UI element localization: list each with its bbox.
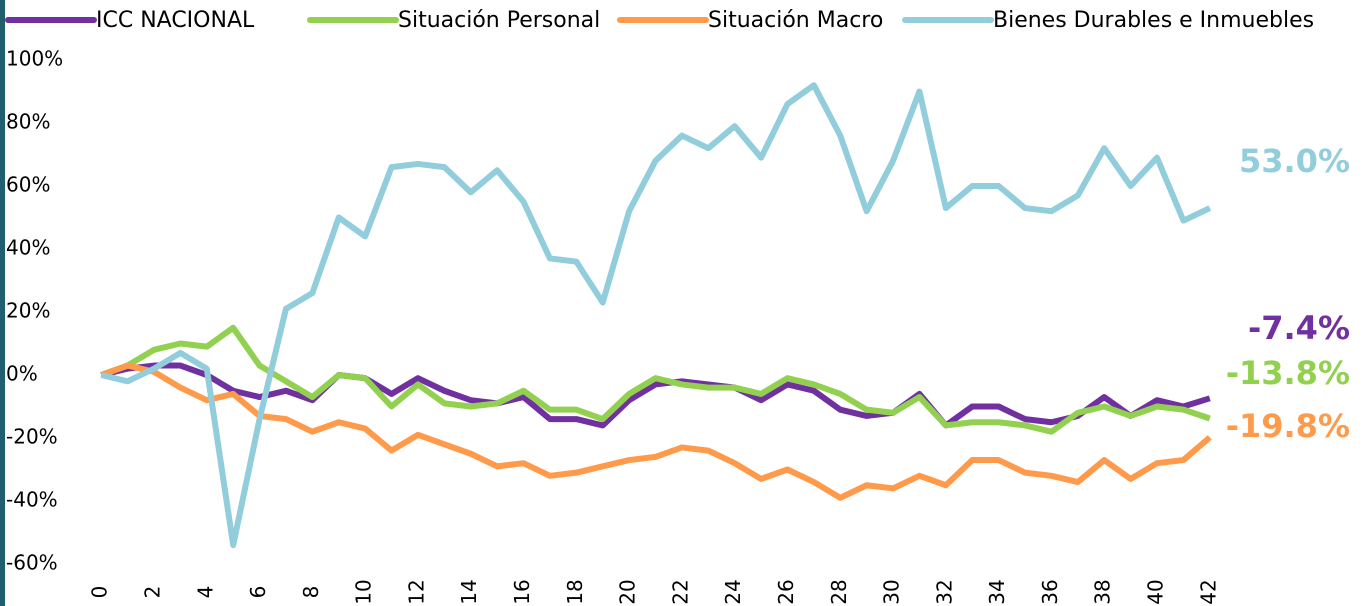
x-tick-label: 8 (299, 586, 323, 599)
end-label: -19.8% (1226, 407, 1350, 445)
y-tick-label: 20% (6, 299, 50, 323)
edge-strip (0, 0, 5, 606)
x-tick-label: 10 (352, 579, 376, 604)
y-tick-label: 60% (6, 173, 50, 197)
y-tick-label: -40% (6, 488, 58, 512)
y-tick-label: -20% (6, 425, 58, 449)
y-tick-label: 100% (6, 47, 63, 71)
end-label: 53.0% (1239, 142, 1350, 180)
series-line (100, 362, 1211, 429)
x-tick-label: 36 (1038, 579, 1062, 604)
legend-label: ICC NACIONAL (96, 8, 255, 33)
x-tick-label: 32 (932, 579, 956, 604)
x-tick-label: 0 (88, 586, 112, 599)
x-tick-label: 4 (193, 586, 217, 599)
x-tick-label: 20 (616, 579, 640, 604)
x-tick-label: 24 (721, 579, 745, 604)
x-tick-label: 34 (985, 579, 1009, 604)
end-label: -7.4% (1248, 309, 1350, 347)
y-tick-label: 40% (6, 236, 50, 260)
x-tick-label: 26 (774, 579, 798, 604)
y-tick-label: -60% (6, 551, 58, 575)
legend-label: Bienes Durables e Inmuebles (993, 8, 1314, 33)
x-tick-label: 42 (1196, 579, 1220, 604)
series-line (100, 324, 1211, 435)
x-tick-label: 40 (1144, 579, 1168, 604)
x-tick-label: 22 (668, 579, 692, 604)
x-tick-label: 38 (1091, 579, 1115, 604)
x-tick-label: 30 (880, 579, 904, 604)
series-line (100, 362, 1212, 501)
x-tick-label: 18 (563, 579, 587, 604)
x-tick-label: 2 (140, 586, 164, 599)
legend-label: Situación Personal (398, 8, 600, 33)
x-tick-label: 12 (404, 579, 428, 604)
x-tick-label: 14 (457, 579, 481, 604)
y-tick-label: 0% (6, 362, 38, 386)
x-tick-label: 16 (510, 579, 534, 604)
legend-label: Situación Macro (708, 8, 883, 33)
x-tick-label: 28 (827, 579, 851, 604)
end-label: -13.8% (1226, 354, 1350, 392)
series-line (100, 82, 1212, 549)
y-tick-label: 80% (6, 110, 50, 134)
x-tick-label: 6 (246, 586, 270, 599)
